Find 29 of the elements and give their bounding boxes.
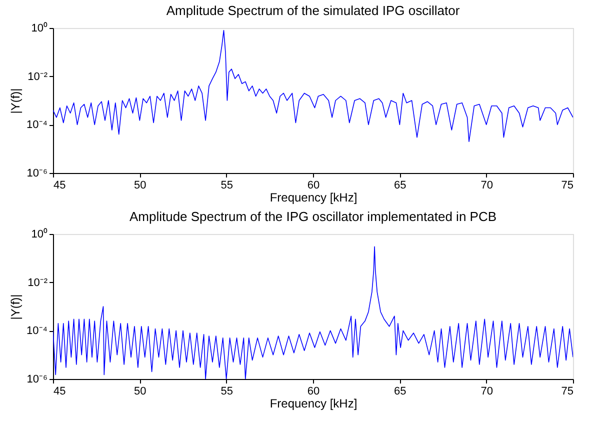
- x-axis-title: Frequency [kHz]: [270, 190, 358, 204]
- y-tick-label: 10⁻²: [28, 70, 48, 83]
- chart-title: Amplitude Spectrum of the IPG oscillator implementated in PCB: [129, 209, 497, 224]
- y-tick-label: 10⁻⁶: [26, 168, 48, 180]
- chart-title: Amplitude Spectrum of the simulated IPG oscillator: [166, 3, 460, 18]
- y-axis-title: |Y(f)|: [8, 294, 23, 320]
- x-tick-label: 55: [220, 386, 233, 398]
- x-tick-label: 50: [134, 180, 146, 192]
- y-tick-label: 10⁰: [31, 22, 48, 34]
- x-tick-label: 75: [561, 180, 574, 192]
- y-tick-label: 10⁻⁴: [26, 325, 48, 338]
- x-tick-label: 45: [54, 386, 66, 398]
- x-tick-label: 65: [394, 180, 406, 192]
- x-axis-title: Frequency [kHz]: [270, 396, 358, 410]
- x-tick-label: 55: [220, 180, 233, 192]
- y-tick-label: 10⁻⁶: [26, 374, 48, 386]
- x-tick-label: 45: [54, 180, 66, 192]
- x-tick-label: 75: [561, 386, 574, 398]
- y-axis-title: |Y(f)|: [8, 88, 23, 114]
- x-tick-label: 65: [394, 386, 406, 398]
- x-tick-label: 70: [480, 180, 493, 192]
- x-tick-label: 70: [480, 386, 493, 398]
- x-tick-label: 60: [307, 180, 320, 192]
- x-tick-label: 50: [134, 386, 146, 398]
- y-tick-label: 10⁻²: [28, 276, 48, 289]
- y-tick-label: 10⁻⁴: [26, 119, 48, 132]
- line-series: [53, 30, 573, 142]
- y-tick-label: 10⁰: [31, 228, 48, 240]
- x-tick-label: 60: [307, 386, 320, 398]
